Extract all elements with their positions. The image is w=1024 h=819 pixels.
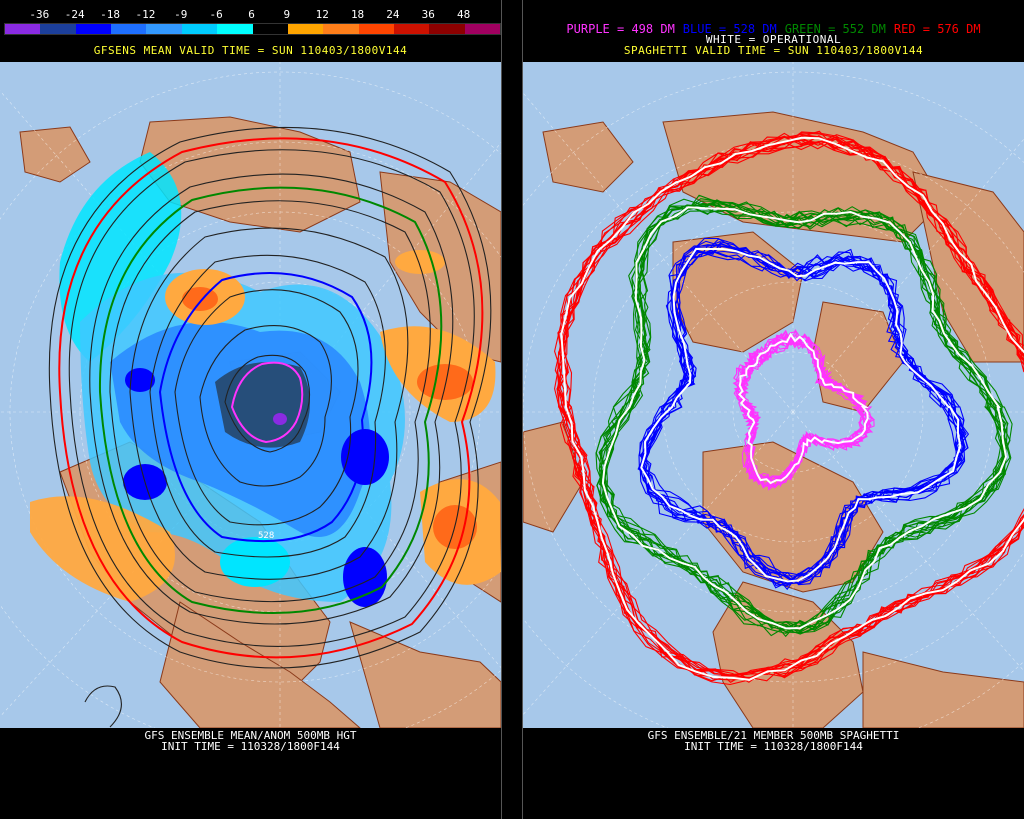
- scale-label: -18: [100, 8, 120, 21]
- spaghetti-map-graphic: [523, 62, 1024, 728]
- spaghetti-contour: [558, 135, 1024, 683]
- scale-swatch: [40, 24, 76, 34]
- scale-swatch: [75, 24, 112, 34]
- spaghetti-contour: [603, 207, 1008, 631]
- right-panel-footer: GFS ENSEMBLE/21 MEMBER 500MB SPAGHETTI I…: [523, 730, 1024, 752]
- spaghetti-contour: [600, 199, 1012, 631]
- spaghetti-contour: [640, 247, 962, 583]
- scale-label: -9: [174, 8, 188, 21]
- scale-swatch: [464, 24, 501, 34]
- scale-label: 36: [421, 8, 435, 21]
- left-footer-line1: GFS ENSEMBLE MEAN/ANOM 500MB HGT: [144, 729, 357, 742]
- scale-label: -6: [209, 8, 223, 21]
- spaghetti-contour: [601, 206, 1008, 630]
- scale-label: 48: [457, 8, 471, 21]
- scale-label: -12: [135, 8, 156, 21]
- right-footer-line2: INIT TIME = 110328/1800F144: [684, 740, 863, 753]
- ensemble-mean-panel: -36 -24 -18 -12 -9 -6 6 9 12 18 24 36 48 GFSENS MEAN…: [0, 0, 501, 819]
- operational-legend: WHITE = OPERATIONAL: [705, 33, 842, 46]
- scale-swatch: [217, 24, 253, 34]
- anomaly-scale-labels: -36 -24 -18 -12 -9 -6 6 9 12 18 24 36 48: [0, 8, 501, 22]
- anomaly-color-scale: [4, 23, 501, 35]
- scale-label: 18: [350, 8, 365, 21]
- scale-swatch: [358, 24, 394, 34]
- spaghetti-panel: PURPLE = 498 DM BLUE = 528 DM GREEN = 552 …: [523, 0, 1024, 819]
- right-footer-line1: GFS ENSEMBLE/21 MEMBER 500MB SPAGHETTI: [647, 729, 900, 742]
- legend-entry: GREEN = 552 DM: [784, 22, 886, 36]
- legend-entry: BLUE = 528 DM: [682, 22, 777, 36]
- contour-label-528: 528: [258, 531, 274, 541]
- spaghetti-contour: [554, 136, 1024, 678]
- left-footer-line2: INIT TIME = 110328/1800F144: [161, 740, 340, 753]
- scale-label: 6: [248, 8, 255, 21]
- height-contours: [48, 126, 492, 728]
- legend-entry: PURPLE = 498 DM: [566, 22, 675, 36]
- spaghetti-contour: [738, 332, 870, 485]
- scale-swatch: [429, 24, 465, 34]
- left-panel-footer: GFS ENSEMBLE MEAN/ANOM 500MB HGT INIT TI…: [0, 730, 501, 752]
- spaghetti-contour: [637, 245, 969, 587]
- mean-anomaly-map-graphic: 528: [0, 62, 501, 728]
- scale-label: -24: [64, 8, 85, 21]
- right-panel-title: SPAGHETTI VALID TIME = SUN 110403/1800V1…: [623, 44, 924, 57]
- scale-swatch: [5, 24, 41, 34]
- spaghetti-contour: [558, 130, 1024, 686]
- ensemble-mean-map: 528: [0, 62, 501, 728]
- spaghetti-legend: PURPLE = 498 DM BLUE = 528 DM GREEN = 552 …: [523, 22, 1024, 36]
- legend-entry: RED = 576 DM: [893, 22, 981, 36]
- scale-swatch: [287, 24, 324, 34]
- spaghetti-contours: [554, 130, 1024, 686]
- scale-swatch: [111, 24, 147, 34]
- scale-swatch: [393, 24, 430, 34]
- scale-label: 12: [315, 8, 329, 21]
- scale-swatch: [181, 24, 218, 34]
- spaghetti-contour: [560, 136, 1024, 681]
- scale-label: 9: [283, 8, 291, 21]
- scale-swatch: [146, 24, 182, 34]
- scale-swatch: [323, 24, 359, 34]
- spaghetti-map: [523, 62, 1024, 728]
- spaghetti-contour: [598, 194, 1005, 629]
- panel-divider: [501, 0, 523, 819]
- scale-label: 24: [386, 8, 400, 21]
- left-panel-title: GFSENS MEAN VALID TIME = SUN 110403/1800…: [93, 44, 408, 57]
- highlighted-contours: [58, 137, 484, 659]
- scale-swatch: [252, 24, 288, 34]
- scale-label: -36: [29, 8, 50, 21]
